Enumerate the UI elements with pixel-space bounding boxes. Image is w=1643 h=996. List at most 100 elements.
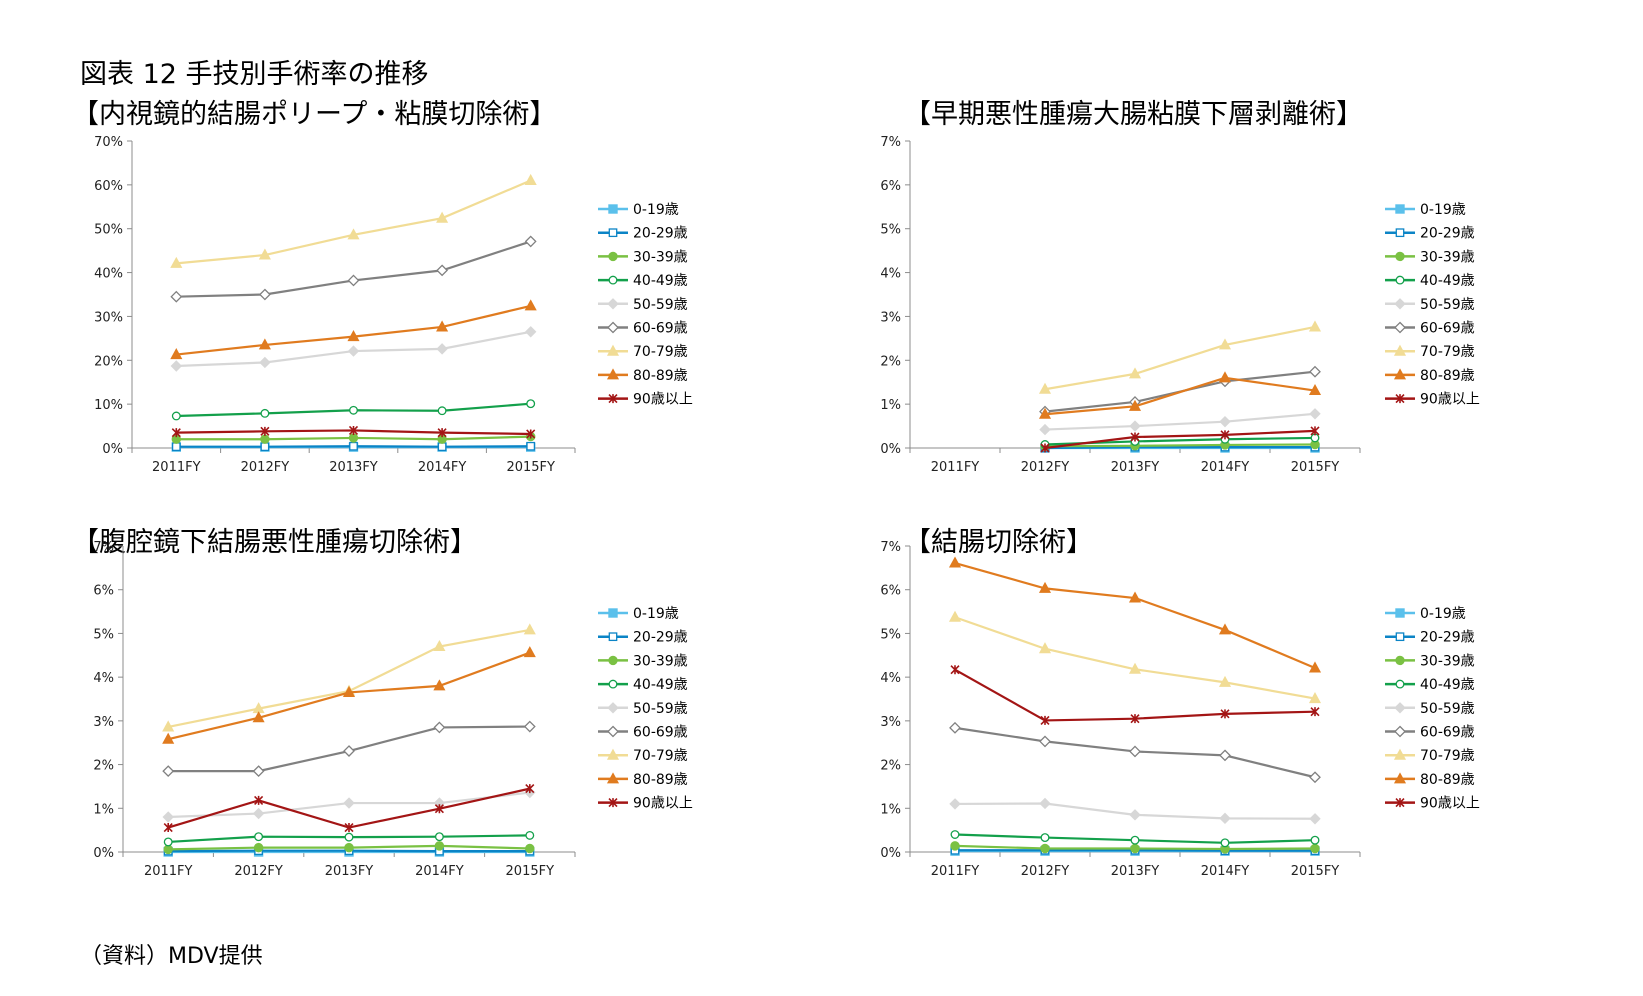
legend-label: 50-59歳 — [1420, 701, 1475, 717]
data-point — [1040, 715, 1050, 725]
series-80-89 — [948, 556, 1322, 673]
data-point — [436, 264, 449, 277]
data-point — [162, 765, 175, 778]
legend-marker — [608, 204, 618, 214]
y-tick-label: 5% — [880, 223, 901, 238]
data-point — [162, 732, 175, 744]
legend-label: 30-39歳 — [633, 249, 688, 265]
x-tick-label: 2011FY — [152, 460, 201, 475]
chart-colectomy: 0% 1% 2% 3% 4% 5% 6% 7% 2011FY 2012FY 2013FY 2014FY… — [880, 540, 1479, 879]
data-point — [260, 442, 270, 452]
legend-marker — [1395, 632, 1405, 642]
data-point — [526, 429, 536, 439]
data-point — [524, 326, 537, 338]
data-point — [1310, 426, 1320, 436]
legend-label: 30-39歳 — [1420, 249, 1475, 265]
series-50-59 — [1039, 408, 1321, 436]
series-50-59 — [162, 786, 536, 823]
data-point — [1038, 581, 1052, 593]
legend-marker — [608, 275, 618, 285]
legend-item-20-29: 20-29歳 — [598, 630, 688, 646]
legend-item-0-19: 0-19歳 — [1385, 606, 1466, 622]
legend-item-70-79: 70-79歳 — [598, 344, 688, 360]
legend-item-20-29: 20-29歳 — [1385, 226, 1475, 242]
y-tick-label: 2% — [880, 354, 901, 369]
data-point — [436, 320, 449, 332]
legend-label: 0-19歳 — [1420, 606, 1466, 622]
data-point — [1040, 443, 1050, 453]
legend-marker — [607, 702, 619, 714]
data-point — [433, 640, 446, 652]
x-tick-label: 2012FY — [1021, 460, 1070, 475]
legend-marker — [608, 655, 618, 666]
data-point — [437, 406, 447, 416]
data-point — [525, 784, 535, 794]
data-point — [1309, 813, 1321, 825]
data-point — [347, 274, 360, 287]
data-point — [1039, 735, 1051, 748]
data-point — [524, 299, 537, 311]
data-point — [433, 721, 446, 734]
data-point — [1038, 407, 1052, 419]
legend-item-90-plus: 90歳以上 — [598, 796, 693, 812]
data-point — [437, 442, 447, 452]
x-tick-label: 2014FY — [415, 864, 464, 879]
data-point — [162, 811, 174, 823]
legend-label: 20-29歳 — [1420, 226, 1475, 242]
legend-item-80-89: 80-89歳 — [598, 772, 688, 788]
data-point — [344, 822, 354, 833]
legend-item-40-49: 40-49歳 — [598, 677, 688, 693]
data-point — [254, 832, 264, 842]
legend-item-30-39: 30-39歳 — [598, 249, 688, 265]
data-point — [1128, 367, 1142, 379]
legend-marker — [1394, 702, 1406, 714]
data-point — [1130, 714, 1140, 724]
legend-item-60-69: 60-69歳 — [1385, 725, 1475, 741]
legend-item-60-69: 60-69歳 — [598, 321, 688, 337]
legend-item-60-69: 60-69歳 — [598, 725, 688, 741]
legend-marker — [1393, 344, 1407, 356]
legend-label: 0-19歳 — [633, 606, 679, 622]
data-point — [347, 228, 360, 240]
data-point — [1310, 707, 1320, 717]
data-point — [1040, 843, 1050, 854]
legend: 0-19歳 20-29歳 30-39歳 40-49歳 50-59歳 60-69歳 70-79… — [598, 202, 693, 408]
legend-label: 60-69歳 — [1420, 321, 1475, 337]
series-90-plus — [1040, 426, 1320, 453]
data-point — [1039, 797, 1051, 810]
data-point — [258, 248, 271, 260]
panel-title-esd: 【早期悪性腫瘍大腸粘膜下層剥離術】 — [904, 99, 1363, 130]
x-tick-label: 2013FY — [325, 864, 374, 879]
y-tick-label: 0% — [102, 442, 123, 457]
y-tick-label: 2% — [880, 759, 901, 774]
legend-item-80-89: 80-89歳 — [1385, 772, 1475, 788]
data-point — [347, 330, 360, 342]
series-60-69 — [170, 235, 537, 303]
data-point — [949, 721, 961, 734]
y-tick-label: 20% — [94, 354, 123, 369]
data-point — [950, 830, 960, 839]
legend: 0-19歳 20-29歳 30-39歳 40-49歳 50-59歳 60-69歳 70-79… — [598, 606, 693, 812]
series-70-79 — [162, 623, 536, 732]
series-line — [1044, 412, 1316, 431]
y-tick-label: 4% — [93, 671, 114, 686]
data-point — [433, 679, 446, 691]
legend-label: 0-19歳 — [1420, 202, 1466, 218]
data-point — [1130, 843, 1140, 854]
series-line — [1044, 325, 1316, 391]
data-point — [349, 405, 358, 415]
legend-item-40-49: 40-49歳 — [598, 273, 688, 289]
data-point — [343, 797, 355, 809]
legend-item-40-49: 40-49歳 — [1385, 273, 1475, 289]
data-point — [1218, 338, 1232, 350]
data-point — [525, 843, 535, 854]
data-point — [343, 745, 355, 757]
series-60-69 — [949, 721, 1321, 784]
y-tick-label: 30% — [94, 310, 123, 325]
legend-label: 90歳以上 — [633, 796, 693, 812]
data-point — [1218, 623, 1232, 635]
data-point — [1219, 812, 1231, 825]
legend-label: 40-49歳 — [1420, 677, 1475, 693]
series-90-plus — [163, 784, 535, 833]
x-tick-label: 2012FY — [234, 864, 283, 879]
